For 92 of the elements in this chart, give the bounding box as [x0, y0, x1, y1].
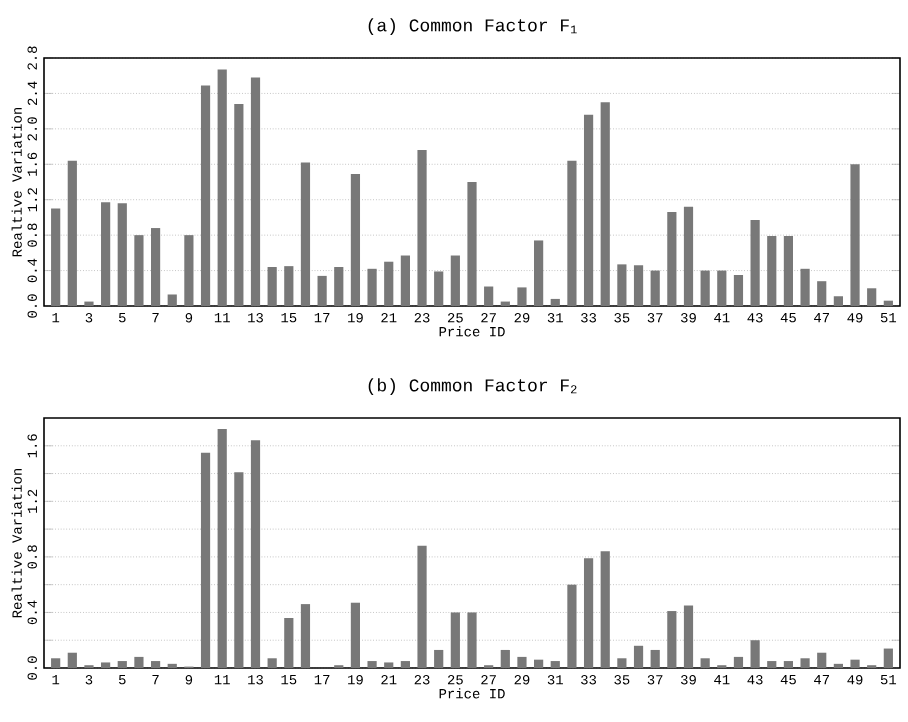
- bar: [517, 287, 527, 306]
- bar: [883, 300, 893, 306]
- bar: [217, 429, 227, 668]
- bar: [434, 271, 444, 306]
- bar: [617, 658, 627, 668]
- bar: [733, 656, 744, 668]
- bar: [67, 652, 77, 668]
- bar: [567, 160, 577, 306]
- bar: [534, 659, 544, 668]
- bar: [633, 265, 644, 306]
- bar: [200, 85, 211, 306]
- bar: [300, 604, 311, 668]
- bar: [134, 235, 144, 306]
- bar: [617, 264, 627, 306]
- bar: [750, 220, 760, 306]
- bar: [367, 268, 377, 306]
- bar: [534, 240, 544, 306]
- bar: [517, 656, 527, 668]
- bar: [67, 160, 77, 306]
- bar: [717, 270, 727, 306]
- bar: [833, 296, 843, 306]
- bar: [400, 661, 410, 668]
- bar: [567, 584, 577, 668]
- bar: [467, 612, 477, 668]
- bar: [767, 661, 777, 668]
- bar: [800, 658, 810, 668]
- bar: [767, 236, 777, 306]
- bar: [284, 266, 294, 306]
- bar: [150, 228, 161, 306]
- bar: [250, 77, 261, 306]
- bar: [683, 605, 694, 668]
- bar: [550, 298, 560, 306]
- bar: [750, 640, 760, 668]
- bar: [334, 267, 344, 306]
- bar: [267, 267, 277, 306]
- bar: [250, 440, 261, 668]
- bar: [234, 104, 244, 306]
- bar: [467, 182, 477, 306]
- bar: [117, 203, 127, 306]
- bar: [384, 662, 394, 668]
- bar: [284, 618, 294, 668]
- bar: [317, 275, 327, 306]
- bar: [367, 661, 377, 668]
- bar: [450, 612, 460, 668]
- bar: [134, 656, 144, 668]
- bar: [117, 661, 127, 668]
- bar: [683, 206, 694, 306]
- bar: [650, 649, 660, 668]
- bar: [700, 658, 710, 668]
- bar: [667, 611, 677, 668]
- bar: [150, 661, 161, 668]
- bar: [217, 69, 227, 306]
- bar: [350, 174, 361, 306]
- bar: [417, 150, 427, 306]
- bar: [101, 202, 111, 306]
- bar: [883, 648, 893, 668]
- bar: [783, 661, 794, 668]
- bar: [583, 114, 594, 306]
- bar: [850, 164, 860, 306]
- bar: [350, 602, 361, 668]
- bar: [600, 102, 610, 306]
- bar: [51, 658, 61, 668]
- bar: [101, 662, 111, 668]
- bar: [200, 452, 211, 668]
- chart-title: (b) Common Factor F$_{2}$: [368, 378, 577, 395]
- bar: [417, 545, 427, 668]
- bar: [167, 294, 177, 306]
- bar: [267, 658, 277, 668]
- bar: [484, 286, 494, 306]
- bar: [450, 255, 460, 306]
- bar: [550, 661, 560, 668]
- bar: [667, 212, 677, 306]
- bar: [583, 558, 594, 668]
- bar: [817, 281, 827, 306]
- chart-title: (a) Common Factor F$_{1}$: [368, 18, 577, 35]
- bar: [600, 551, 610, 668]
- bar: [384, 261, 394, 306]
- bar: [234, 472, 244, 668]
- bar: [783, 236, 794, 306]
- bar: [633, 645, 644, 668]
- bar: [867, 288, 877, 306]
- bar: [400, 255, 410, 306]
- bar: [184, 235, 194, 306]
- bar: [500, 649, 510, 668]
- bar: [850, 659, 860, 668]
- bar: [817, 652, 827, 668]
- bar: [300, 162, 311, 306]
- bar: [434, 649, 444, 668]
- bar: [700, 270, 710, 306]
- bar: [650, 270, 660, 306]
- bar: [733, 275, 744, 306]
- bar: [800, 268, 810, 306]
